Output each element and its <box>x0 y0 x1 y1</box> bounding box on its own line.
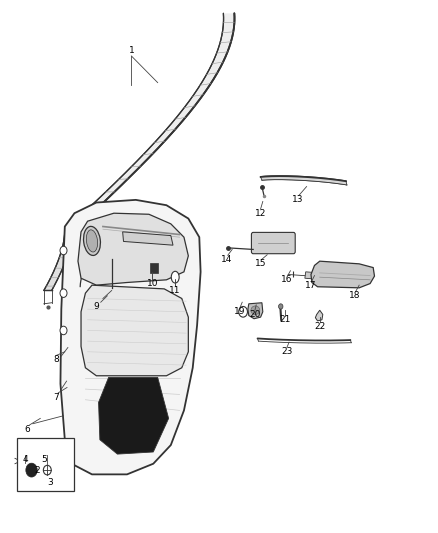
Text: 19: 19 <box>234 308 246 316</box>
Text: 20: 20 <box>249 310 261 319</box>
Polygon shape <box>261 176 347 185</box>
Polygon shape <box>311 261 374 288</box>
Text: 17: 17 <box>305 281 317 289</box>
Circle shape <box>279 304 283 309</box>
Polygon shape <box>123 232 173 245</box>
Polygon shape <box>65 13 234 232</box>
Ellipse shape <box>86 230 98 252</box>
Text: 3: 3 <box>47 478 53 487</box>
Polygon shape <box>99 377 169 454</box>
Polygon shape <box>315 310 323 321</box>
Text: 15: 15 <box>255 260 266 268</box>
Text: 12: 12 <box>255 209 266 217</box>
Text: 22: 22 <box>314 322 325 330</box>
FancyBboxPatch shape <box>251 232 295 254</box>
Circle shape <box>26 463 37 477</box>
Text: 4: 4 <box>23 455 28 464</box>
Text: 13: 13 <box>292 196 304 204</box>
Text: 11: 11 <box>170 286 181 295</box>
Polygon shape <box>78 213 188 285</box>
Polygon shape <box>81 285 188 376</box>
Text: 14: 14 <box>221 255 233 264</box>
Text: 2: 2 <box>35 466 40 474</box>
Polygon shape <box>305 272 320 279</box>
Text: 10: 10 <box>147 279 158 288</box>
Polygon shape <box>60 200 201 474</box>
Bar <box>150 263 158 273</box>
Text: 7: 7 <box>53 393 59 401</box>
Text: 5: 5 <box>41 455 47 464</box>
Bar <box>17 438 74 491</box>
Text: 8: 8 <box>53 356 59 364</box>
Text: 23: 23 <box>281 348 293 356</box>
Circle shape <box>43 465 51 475</box>
Circle shape <box>239 306 247 317</box>
Ellipse shape <box>84 227 100 255</box>
Circle shape <box>60 289 67 297</box>
Circle shape <box>60 326 67 335</box>
Text: 21: 21 <box>279 316 290 324</box>
Ellipse shape <box>251 306 260 314</box>
Text: 18: 18 <box>349 292 360 300</box>
Text: 16: 16 <box>281 276 293 284</box>
Text: 1: 1 <box>128 46 134 55</box>
Text: 9: 9 <box>93 302 99 311</box>
Polygon shape <box>248 303 263 319</box>
Polygon shape <box>44 230 72 290</box>
Text: 6: 6 <box>24 425 30 433</box>
Circle shape <box>60 246 67 255</box>
Ellipse shape <box>171 271 179 283</box>
